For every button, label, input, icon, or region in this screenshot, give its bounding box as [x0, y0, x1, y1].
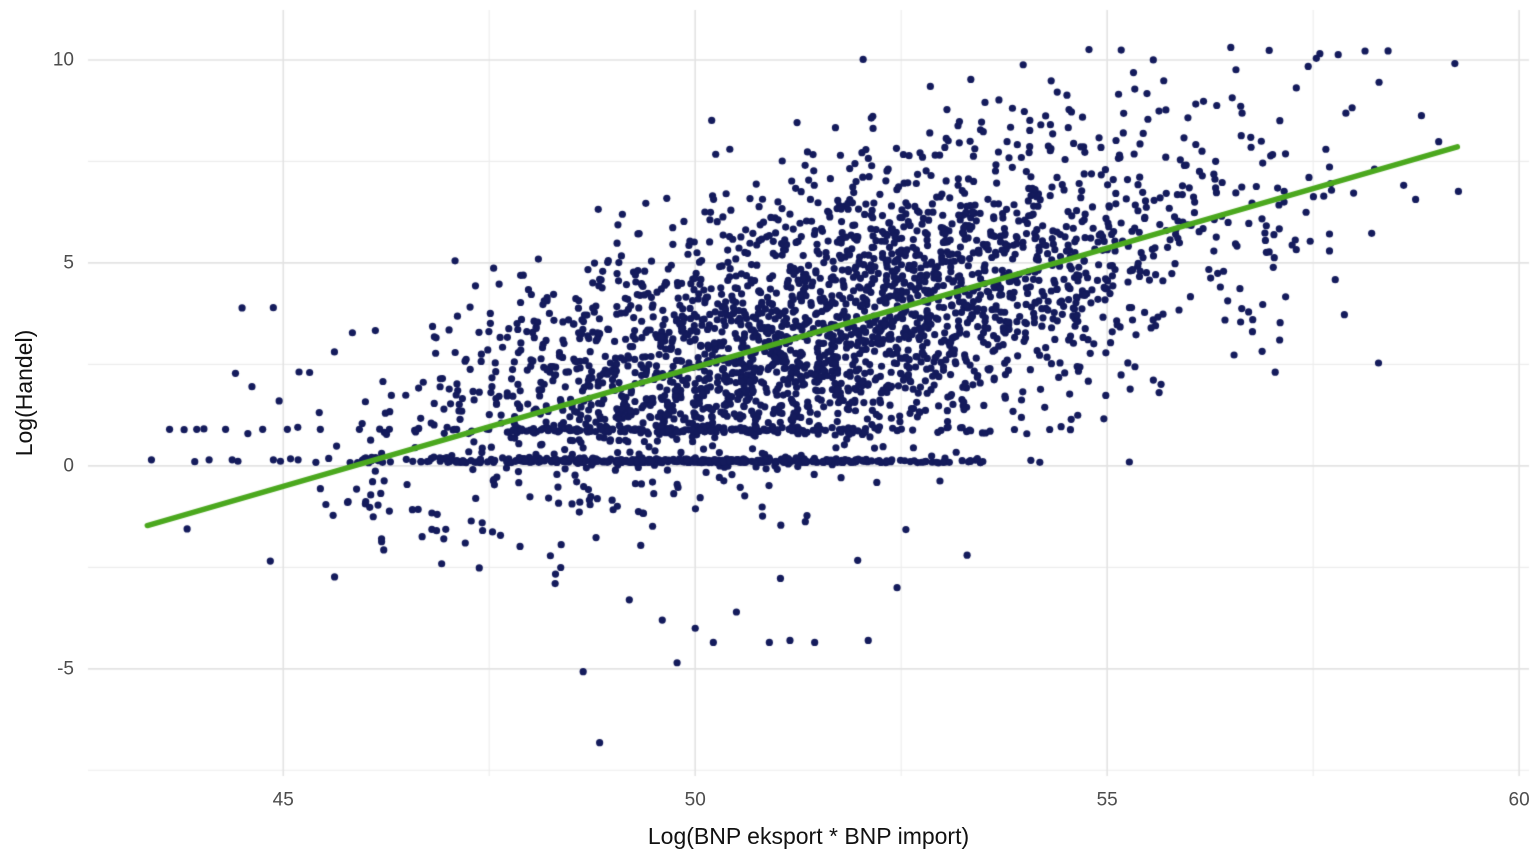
x-tick-label: 55 [1096, 789, 1118, 811]
x-tick-label: 50 [684, 789, 706, 811]
y-tick-label: 0 [63, 455, 74, 477]
x-tick-label: 60 [1508, 789, 1530, 811]
y-axis-title: Log(Handel) [11, 329, 38, 457]
y-tick-label: -5 [57, 658, 74, 680]
x-tick-label: 45 [272, 789, 294, 811]
x-axis-title: Log(BNP eksport * BNP import) [647, 823, 970, 849]
y-tick-label: 5 [63, 252, 74, 274]
y-tick-label: 10 [52, 49, 74, 71]
